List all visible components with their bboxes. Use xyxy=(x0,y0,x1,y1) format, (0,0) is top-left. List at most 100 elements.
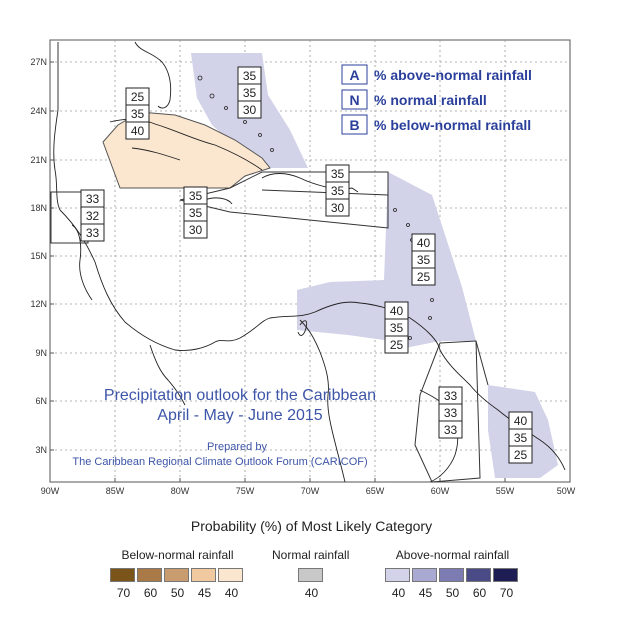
lon-label: 80W xyxy=(171,486,190,496)
legend-value: 50 xyxy=(445,586,460,600)
legend-value: 60 xyxy=(143,586,158,600)
legend-value: 40 xyxy=(304,586,319,600)
legend-title: Probability (%) of Most Likely Category xyxy=(190,518,433,534)
swatch-above-70 xyxy=(493,568,518,582)
key-letter-normal: N xyxy=(349,92,359,108)
legend-value: 45 xyxy=(418,586,433,600)
lat-label: 6N xyxy=(35,396,47,406)
lon-label: 60W xyxy=(431,486,450,496)
hispaniola-normal: 35 xyxy=(331,184,345,198)
lon-label: 85W xyxy=(106,486,125,496)
lon-label: 75W xyxy=(236,486,255,496)
zone-outlines xyxy=(50,171,489,483)
zone-outline-greater-antilles xyxy=(179,171,389,229)
zone-labels: 35 35 30 25 35 40 33 32 33 35 35 xyxy=(80,66,533,464)
legend-above-label: Above-normal rainfall xyxy=(395,548,510,562)
cuba-normal: 35 xyxy=(131,107,145,121)
key-letter-above: A xyxy=(349,67,359,83)
legend-value: 50 xyxy=(170,586,185,600)
key-text-below: % below-normal rainfall xyxy=(374,117,531,133)
guyana-normal: 33 xyxy=(444,406,458,420)
lon-label: 90W xyxy=(41,486,60,496)
lon-label: 55W xyxy=(496,486,515,496)
prepared-org: The Caribbean Regional Climate Outlook F… xyxy=(72,456,367,468)
lat-label: 3N xyxy=(35,445,47,455)
zone-box-jamaica: 35 35 30 xyxy=(183,186,208,239)
lon-label: 65W xyxy=(366,486,385,496)
zone-box-bahamas: 35 35 30 xyxy=(237,66,262,119)
lat-label: 9N xyxy=(35,348,47,358)
zone-outline-belize xyxy=(50,191,89,244)
windward-below: 25 xyxy=(390,338,404,352)
legend-value: 70 xyxy=(499,586,514,600)
zone-box-guyana: 33 33 33 xyxy=(438,386,463,439)
legend-below-normal: Below-normal rainfall 70 60 50 45 40 xyxy=(110,548,245,600)
legend-normal-label: Normal rainfall xyxy=(272,548,350,562)
swatch-above-45 xyxy=(412,568,437,582)
swatch-above-40 xyxy=(385,568,410,582)
legend-value: 45 xyxy=(197,586,212,600)
axis-ticks xyxy=(50,61,506,482)
swatch-above-60 xyxy=(466,568,491,582)
lat-label: 15N xyxy=(30,251,47,261)
leeward-below: 25 xyxy=(417,270,431,284)
lon-label: 50W xyxy=(557,486,576,496)
zone-box-windward: 40 35 25 xyxy=(384,301,409,354)
windward-normal: 35 xyxy=(390,321,404,335)
lat-label: 27N xyxy=(30,57,47,67)
legend-above-normal: Above-normal rainfall 40 45 50 60 70 xyxy=(385,548,520,600)
latitude-labels: 27N 24N 21N 18N 15N 12N 9N 6N 3N xyxy=(30,57,47,455)
longitude-labels: 90W 85W 80W 75W 70W 65W 60W 55W 50W xyxy=(41,486,576,496)
jamaica-normal: 35 xyxy=(189,206,203,220)
legend-value: 60 xyxy=(472,586,487,600)
belize-above: 33 xyxy=(86,192,100,206)
swatch-above-50 xyxy=(439,568,464,582)
swatch-normal-40 xyxy=(298,568,323,582)
key-letter-below: B xyxy=(349,117,359,133)
lat-label: 24N xyxy=(30,106,47,116)
map-title-line2: April - May - June 2015 xyxy=(157,407,323,424)
windward-above: 40 xyxy=(390,304,404,318)
above-normal-region-eastern-caribbean xyxy=(297,172,476,348)
legend-value: 40 xyxy=(224,586,239,600)
map-title-line1: Precipitation outlook for the Caribbean xyxy=(104,387,376,404)
key-text-normal: % normal rainfall xyxy=(374,92,487,108)
zone-box-leeward: 40 35 25 xyxy=(411,233,436,286)
category-key: A N B % above-normal rainfall % normal r… xyxy=(341,64,532,135)
cuba-below: 40 xyxy=(131,124,145,138)
bahamas-normal: 35 xyxy=(243,86,257,100)
swatch-below-50 xyxy=(164,568,189,582)
leeward-normal: 35 xyxy=(417,253,431,267)
zone-box-belize: 33 32 33 xyxy=(80,189,105,242)
swatch-below-70 xyxy=(110,568,135,582)
zone-box-hispaniola: 35 35 30 xyxy=(325,164,350,217)
lat-label: 21N xyxy=(30,155,47,165)
legend-value: 70 xyxy=(116,586,131,600)
suriname-below: 25 xyxy=(514,448,528,462)
guyana-above: 33 xyxy=(444,389,458,403)
cuba-above: 25 xyxy=(131,90,145,104)
zone-box-cuba: 25 35 40 xyxy=(125,87,150,140)
suriname-normal: 35 xyxy=(514,431,528,445)
guyana-below: 33 xyxy=(444,423,458,437)
lat-label: 12N xyxy=(30,299,47,309)
caribbean-outlook-map: 27N 24N 21N 18N 15N 12N 9N 6N 3N 90W 85W… xyxy=(30,39,576,496)
legend-value: 40 xyxy=(391,586,406,600)
legend-normal: Normal rainfall 40 xyxy=(272,548,349,600)
belize-below: 33 xyxy=(86,226,100,240)
lat-label: 18N xyxy=(30,203,47,213)
bahamas-below: 30 xyxy=(243,103,257,117)
legend: Probability (%) of Most Likely Category … xyxy=(0,510,623,630)
swatch-below-60 xyxy=(137,568,162,582)
belize-normal: 32 xyxy=(86,209,100,223)
hispaniola-above: 35 xyxy=(331,167,345,181)
swatch-below-40 xyxy=(218,568,243,582)
jamaica-above: 35 xyxy=(189,189,203,203)
jamaica-below: 30 xyxy=(189,223,203,237)
zone-box-suriname: 40 35 25 xyxy=(508,411,533,464)
map-titles: Precipitation outlook for the Caribbean … xyxy=(72,387,376,468)
key-text-above: % above-normal rainfall xyxy=(374,67,532,83)
bahamas-above: 35 xyxy=(243,69,257,83)
prepared-by: Prepared by xyxy=(207,441,267,453)
hispaniola-below: 30 xyxy=(331,201,345,215)
